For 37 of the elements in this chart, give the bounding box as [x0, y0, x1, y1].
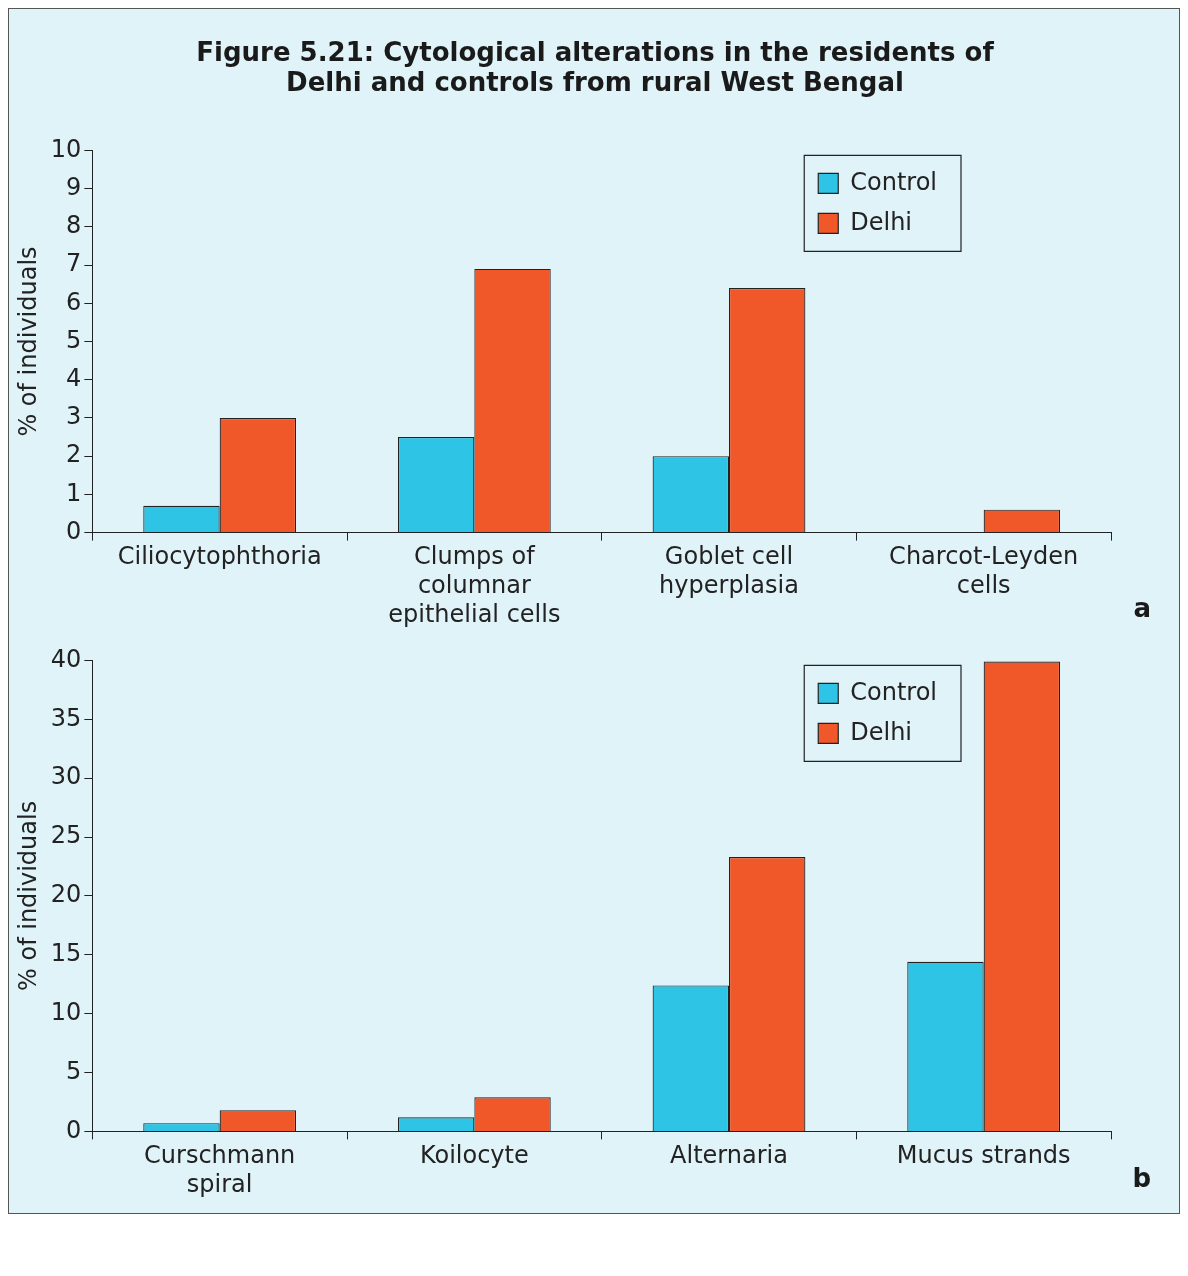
x-tick-label: Koilocyte [419, 1141, 529, 1170]
y-tick-label: 0 [66, 516, 82, 545]
y-tick-label: 20 [50, 880, 82, 909]
y-tick-label: 10 [50, 134, 82, 163]
y-tick-label: 8 [66, 211, 82, 240]
x-tick-label: Ciliocytophthoria [117, 542, 322, 571]
y-tick-label: 0 [66, 1115, 82, 1144]
text: a [1133, 592, 1151, 623]
y-axis-title: % of individuals [13, 800, 42, 991]
y-tick-label: 30 [50, 762, 82, 791]
y-tick-label: 5 [66, 325, 82, 354]
y-tick-label: 9 [66, 172, 82, 201]
y-tick-label: 10 [50, 997, 82, 1026]
legend-label: Control [850, 167, 938, 196]
y-tick-label: 1 [66, 478, 82, 507]
x-tick-label: Goblet cell hyperplasia [659, 542, 799, 600]
chart-title: Figure 5.21: Cytological alterations in the residents of Delhi and controls from rural West Bengal [195, 36, 995, 99]
x-tick-label: Charcot-Leyden cells [889, 542, 1079, 600]
x-tick-label: Alternaria [670, 1141, 788, 1170]
y-tick-label: 40 [50, 644, 82, 673]
y-tick-label: 35 [50, 703, 82, 732]
legend-label: Delhi [850, 717, 913, 746]
y-tick-label: 15 [50, 939, 82, 968]
x-tick-label: Clumps of columnar epithelial cells [388, 542, 561, 628]
y-tick-label: 6 [66, 287, 82, 316]
y-tick-label: 3 [66, 402, 82, 431]
y-tick-label: 5 [66, 1056, 82, 1085]
legend-label: Delhi [850, 207, 913, 236]
y-tick-label: 4 [66, 363, 82, 392]
legend-label: Control [850, 677, 938, 706]
text: b [1132, 1162, 1151, 1193]
x-tick-label: Mucus strands [896, 1141, 1071, 1170]
y-axis-title: % of individuals [13, 246, 42, 437]
y-tick-label: 25 [50, 821, 82, 850]
x-tick-label: Curschmann spiral [144, 1141, 296, 1198]
y-tick-label: 7 [66, 249, 82, 278]
y-tick-label: 2 [66, 440, 82, 469]
